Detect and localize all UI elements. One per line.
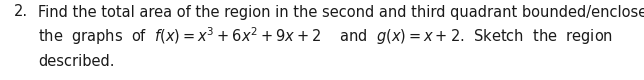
Text: described.: described. (38, 54, 115, 70)
Text: 2.: 2. (14, 4, 28, 20)
Text: Find the total area of the region in the second and third quadrant bounded/enclo: Find the total area of the region in the… (38, 4, 644, 20)
Text: the  graphs  of  $f(x) = x^3 + 6x^2 + 9x + 2$    and  $g(x) = x + 2$.  Sketch  t: the graphs of $f(x) = x^3 + 6x^2 + 9x + … (38, 25, 613, 47)
